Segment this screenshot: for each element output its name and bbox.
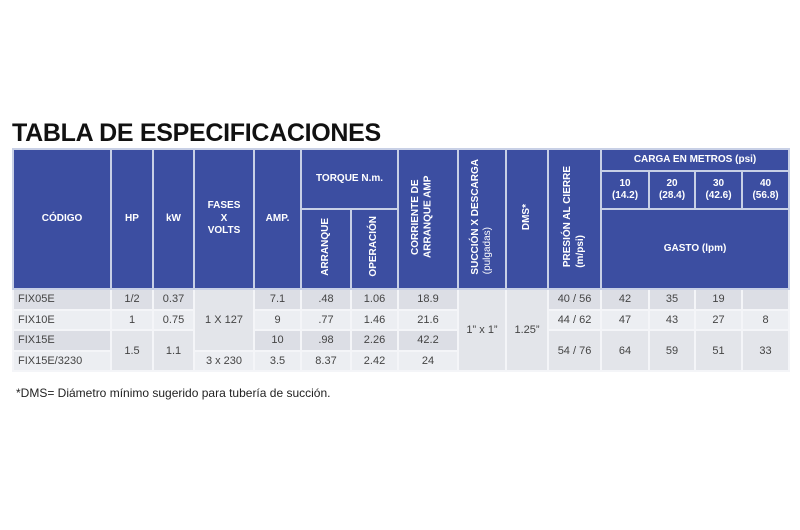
cell-codigo: FIX15E/3230 <box>12 349 112 372</box>
cell-gasto: 33 <box>741 329 791 372</box>
cell-operacion: 2.42 <box>349 349 400 372</box>
cell-succion: 1” x 1” <box>457 288 508 372</box>
cell-arranque: 8.37 <box>300 349 352 372</box>
cell-presion: 54 / 76 <box>547 329 603 372</box>
cell-operacion: 1.06 <box>349 288 400 311</box>
cell-amp: 3.5 <box>253 349 302 372</box>
cell-corriente: 18.9 <box>397 288 460 311</box>
header-gasto: GASTO (lpm) <box>600 208 791 290</box>
cell-kw: 0.75 <box>152 308 195 331</box>
header-fases: FASES X VOLTS <box>193 148 255 290</box>
cell-hp: 1.5 <box>110 329 154 372</box>
header-carga-20: 20 (28.4) <box>648 170 697 210</box>
header-operacion: OPERACIÓN <box>349 208 400 290</box>
cell-operacion: 2.26 <box>349 329 400 352</box>
cell-arranque: .98 <box>300 329 352 352</box>
cell-gasto: 42 <box>600 288 651 311</box>
cell-arranque: .48 <box>300 288 352 311</box>
header-dms: DMS* <box>505 148 550 290</box>
header-carga-10: 10 (14.2) <box>600 170 651 210</box>
cell-kw: 0.37 <box>152 288 195 311</box>
cell-operacion: 1.46 <box>349 308 400 331</box>
header-carga-40: 40 (56.8) <box>741 170 791 210</box>
cell-dms: 1.25” <box>505 288 550 372</box>
cell-codigo: FIX05E <box>12 288 112 311</box>
cell-gasto: 51 <box>694 329 744 372</box>
table-row: FIX05E 1/2 0.37 1 X 127 7.1 .48 1.06 18.… <box>12 288 791 372</box>
cell-gasto: 64 <box>600 329 651 372</box>
header-corriente: CORRIENTE DE ARRANQUE AMP <box>397 148 460 290</box>
cell-amp: 10 <box>253 329 302 352</box>
cell-fases: 3 x 230 <box>193 349 255 372</box>
table-row: FIX15E/3230 3 x 230 3.5 8.37 2.42 24 <box>12 349 789 372</box>
cell-amp: 7.1 <box>253 288 302 311</box>
cell-arranque: .77 <box>300 308 352 331</box>
cell-corriente: 24 <box>397 349 460 372</box>
header-carga: CARGA EN METROS (psi) <box>600 148 791 172</box>
cell-gasto: 47 <box>600 308 651 331</box>
table-row: FIX10E 1 0.75 9 .77 1.46 21.6 44 / 62 47… <box>12 308 791 331</box>
cell-corriente: 42.2 <box>397 329 460 352</box>
cell-presion: 40 / 56 <box>547 288 603 311</box>
header-kw: kW <box>152 148 195 290</box>
cell-gasto <box>741 288 791 311</box>
header-amp: AMP. <box>253 148 302 290</box>
cell-fases: 1 X 127 <box>193 288 255 352</box>
footnote: *DMS= Diámetro mínimo sugerido para tube… <box>16 386 331 400</box>
table-row: FIX15E 1.5 1.1 10 .98 2.26 42.2 54 / 76 … <box>12 329 791 372</box>
header-hp: HP <box>110 148 154 290</box>
cell-gasto: 8 <box>741 308 791 331</box>
cell-gasto: 19 <box>694 288 744 311</box>
header-arranque: ARRANQUE <box>300 208 352 290</box>
cell-hp: 1/2 <box>110 288 154 311</box>
header-carga-30: 30 (42.6) <box>694 170 744 210</box>
cell-codigo: FIX15E <box>12 329 112 352</box>
cell-gasto: 35 <box>648 288 697 311</box>
page-title: TABLA DE ESPECIFICACIONES <box>12 119 381 147</box>
cell-presion: 44 / 62 <box>547 308 603 331</box>
cell-hp: 1 <box>110 308 154 331</box>
cell-corriente: 21.6 <box>397 308 460 331</box>
cell-amp: 9 <box>253 308 302 331</box>
header-codigo: CÓDIGO <box>12 148 112 290</box>
cell-gasto: 59 <box>648 329 697 372</box>
cell-gasto: 43 <box>648 308 697 331</box>
header-presion: PRESIÓN AL CIERRE (m/psi) <box>547 148 603 290</box>
cell-gasto: 27 <box>694 308 744 331</box>
header-torque: TORQUE N.m. <box>299 148 400 210</box>
cell-codigo: FIX10E <box>12 308 112 331</box>
header-succion: SUCCIÓN X DESCARGA (pulgadas) <box>457 148 508 290</box>
specifications-table: CÓDIGO HP kW FASES X VOLTS AMP. TORQUE N… <box>12 148 791 372</box>
cell-kw: 1.1 <box>152 329 195 372</box>
